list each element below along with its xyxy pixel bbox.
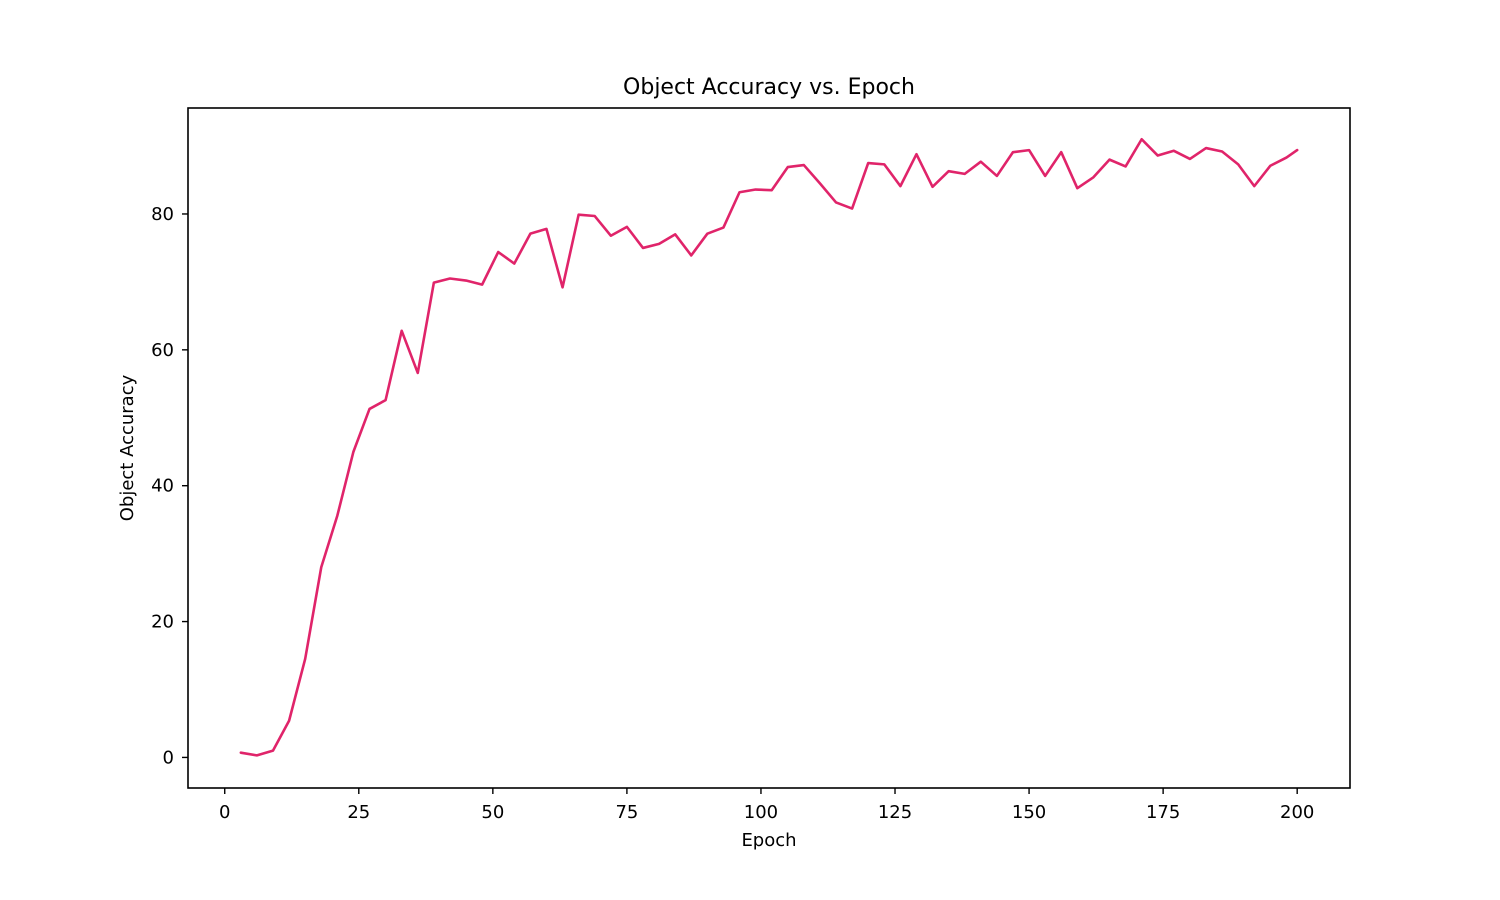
x-tick-label: 0	[219, 802, 230, 823]
series-line-object-accuracy	[239, 137, 1299, 757]
plot-area	[239, 137, 1299, 757]
y-tick-label: 60	[151, 340, 174, 361]
x-tick-label: 175	[1146, 802, 1180, 823]
y-tick-label: 20	[151, 612, 174, 633]
x-axis-label: Epoch	[741, 830, 796, 851]
y-tick-label: 0	[163, 747, 174, 768]
x-axis: 0 25 50 75 100 125 150 175 200	[219, 788, 1314, 823]
x-tick-label: 200	[1280, 802, 1314, 823]
x-tick-label: 125	[878, 802, 912, 823]
x-tick-label: 150	[1012, 802, 1046, 823]
y-tick-label: 40	[151, 476, 174, 497]
y-axis: 0 20 40 60 80	[151, 204, 188, 768]
x-tick-label: 25	[347, 802, 370, 823]
x-tick-label: 100	[744, 802, 778, 823]
x-tick-label: 50	[481, 802, 504, 823]
y-axis-label: Object Accuracy	[117, 374, 138, 521]
x-tick-label: 75	[615, 802, 638, 823]
y-tick-label: 80	[151, 204, 174, 225]
chart-title: Object Accuracy vs. Epoch	[623, 75, 915, 100]
plot-frame	[187, 107, 1351, 789]
